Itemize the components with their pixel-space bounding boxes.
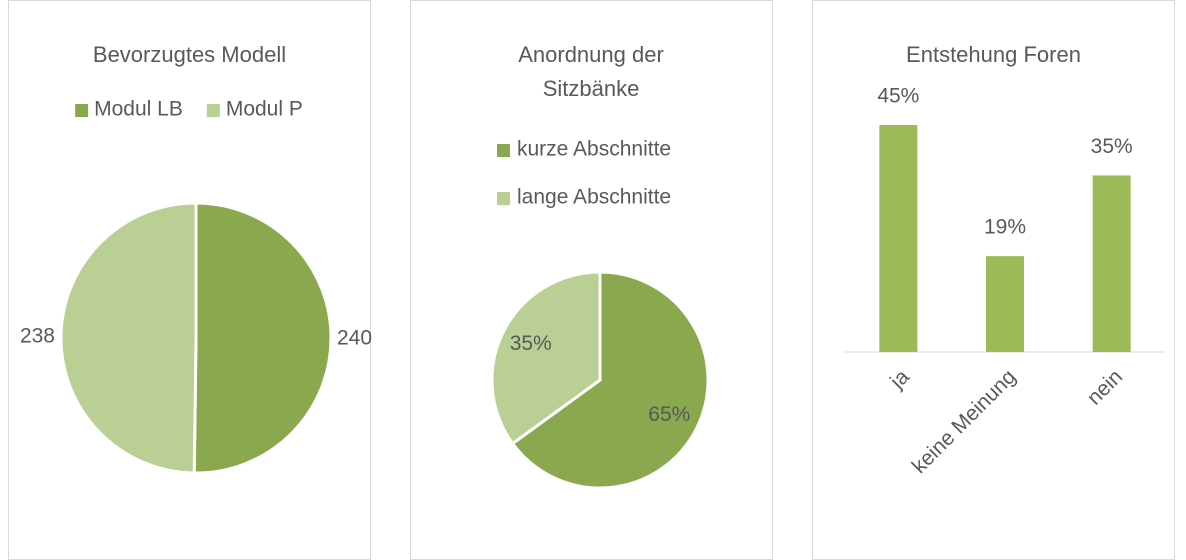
chart-title: Entstehung Foren — [906, 42, 1081, 67]
data-label: 35% — [510, 332, 552, 355]
pie-slice — [59, 201, 198, 475]
data-label: 19% — [984, 216, 1026, 239]
bar — [879, 125, 918, 352]
legend-label: Modul LB — [94, 98, 183, 121]
page: Bevorzugtes Modell Anordnung der Sitzbän… — [8, 0, 1175, 560]
pie-slice — [490, 270, 602, 446]
data-label: 35% — [1091, 135, 1133, 158]
chart-title: Anordnung der Sitzbänke — [518, 42, 664, 101]
data-label: 65% — [648, 403, 690, 426]
data-label: 240 — [337, 326, 372, 349]
data-label: 238 — [20, 325, 55, 348]
chart-title: Bevorzugtes Modell — [92, 42, 287, 67]
legend-swatch — [206, 104, 220, 117]
legend-swatch — [497, 144, 510, 157]
legend-label: kurze Abschnitte — [517, 138, 671, 161]
bar — [1092, 175, 1131, 352]
pie-slice — [510, 270, 710, 490]
legend-label: Modul P — [226, 98, 303, 121]
x-tick-label: ja — [885, 365, 914, 394]
legend-swatch — [75, 104, 89, 117]
legend-label: lange Abschnitte — [517, 186, 671, 209]
pie-slice — [192, 201, 333, 475]
data-label: 45% — [877, 85, 919, 108]
bar — [986, 256, 1024, 352]
legend-swatch — [497, 192, 510, 205]
x-tick-label: nein — [1083, 365, 1127, 409]
chart: Modul LB Modul P 240 238 kurze Abschnitte lan… — [20, 85, 1165, 490]
x-tick-label: keine Meinung — [908, 365, 1021, 478]
